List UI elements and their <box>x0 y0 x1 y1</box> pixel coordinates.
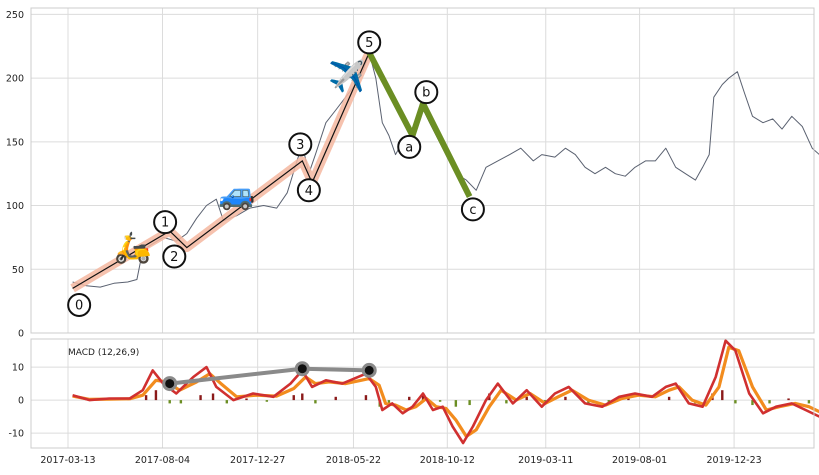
price-y-tick-label: 150 <box>6 137 24 148</box>
macd-histogram-bar <box>438 400 442 402</box>
price-panel-frame <box>30 7 815 334</box>
wave-label: a <box>405 140 413 155</box>
wave-label: 0 <box>75 298 83 313</box>
macd-histogram-bar <box>314 400 317 404</box>
macd-histogram-bar <box>334 396 337 401</box>
wave-label: 3 <box>296 138 304 153</box>
macd-histogram-bar <box>408 396 411 401</box>
x-tick-label: 2019-12-23 <box>706 455 761 466</box>
macd-histogram-bar <box>292 395 295 401</box>
macd-label: MACD (12,26,9) <box>68 348 139 358</box>
macd-histogram-bar <box>505 400 508 404</box>
corrective-wave-line <box>366 51 473 198</box>
macd-histogram-bar <box>179 400 183 404</box>
wave-label-circle <box>67 292 92 317</box>
macd-histogram-bar <box>525 396 528 401</box>
x-tick-label: 2017-12-27 <box>230 455 285 466</box>
macd-histogram-bar <box>245 398 248 401</box>
macd-histogram-bar <box>667 396 671 401</box>
macd-histogram-bar <box>468 400 471 406</box>
macd-histogram-bar <box>199 395 202 401</box>
price-y-tick-label: 200 <box>6 74 24 85</box>
macd-histogram-bar <box>265 400 269 402</box>
macd-histogram-bar <box>168 400 171 404</box>
wave-label-circle <box>162 244 187 269</box>
macd-histogram-bar <box>751 400 754 406</box>
macd-histogram-bar <box>627 398 630 401</box>
x-tick-label: 2017-03-13 <box>40 455 95 466</box>
price-y-tick-label: 0 <box>18 329 24 340</box>
macd-histogram-bar <box>807 400 811 404</box>
wave-label: 1 <box>161 216 169 231</box>
scooter-icon: 🛵 <box>114 230 151 265</box>
wave-label: c <box>469 203 476 218</box>
macd-histogram-bar <box>421 395 425 401</box>
impulse-wave-line <box>72 52 370 289</box>
wave-label-circle <box>288 132 313 157</box>
macd-histogram-bar <box>768 400 771 404</box>
macd-histogram-bar <box>144 395 148 401</box>
macd-histogram-bar <box>301 393 304 401</box>
x-tick-label: 2017-08-04 <box>135 455 190 466</box>
macd-histogram-bar <box>734 400 737 404</box>
macd-line <box>72 339 819 445</box>
wave-label-circle <box>460 197 485 222</box>
macd-histogram-bar <box>454 400 458 407</box>
macd-histogram-bar <box>211 393 215 401</box>
macd-histogram-bar <box>154 390 158 401</box>
macd-y-tick-label: 10 <box>12 363 24 374</box>
wave-label: 4 <box>305 184 313 199</box>
x-tick-label: 2019-03-11 <box>518 455 573 466</box>
wave-label: 2 <box>170 250 178 265</box>
macd-y-tick-label: -10 <box>8 429 24 440</box>
wave-label-circle <box>357 30 382 55</box>
wave-label-circle <box>397 134 422 159</box>
price-y-tick-label: 250 <box>6 10 24 21</box>
x-tick-label: 2019-08-01 <box>612 455 667 466</box>
divergence-point <box>162 376 178 392</box>
macd-histogram-bar <box>607 400 610 402</box>
macd-signal-line <box>72 345 819 438</box>
car-icon: 🚙 <box>218 177 255 212</box>
divergence-point <box>361 362 377 378</box>
macd-histogram-bar <box>721 390 724 401</box>
macd-histogram-bar <box>564 396 567 401</box>
x-tick-label: 2018-05-22 <box>326 455 381 466</box>
divergence-point <box>294 361 310 377</box>
wave-label: b <box>422 86 430 101</box>
macd-histogram-bar <box>364 395 368 401</box>
macd-panel-frame <box>30 338 815 449</box>
macd-histogram-bar <box>225 400 229 404</box>
wave-label-circle <box>153 210 178 235</box>
wave-label-circle <box>296 178 321 203</box>
x-tick-label: 2018-10-12 <box>420 455 475 466</box>
price-y-tick-label: 100 <box>6 201 24 212</box>
price-y-tick-label: 50 <box>12 265 24 276</box>
macd-histogram-bar <box>787 398 790 401</box>
airplane-icon: ✈️ <box>328 58 365 95</box>
macd-y-tick-label: 0 <box>18 396 24 407</box>
wave-label-circle <box>414 80 439 105</box>
wave-label: 5 <box>365 36 373 51</box>
